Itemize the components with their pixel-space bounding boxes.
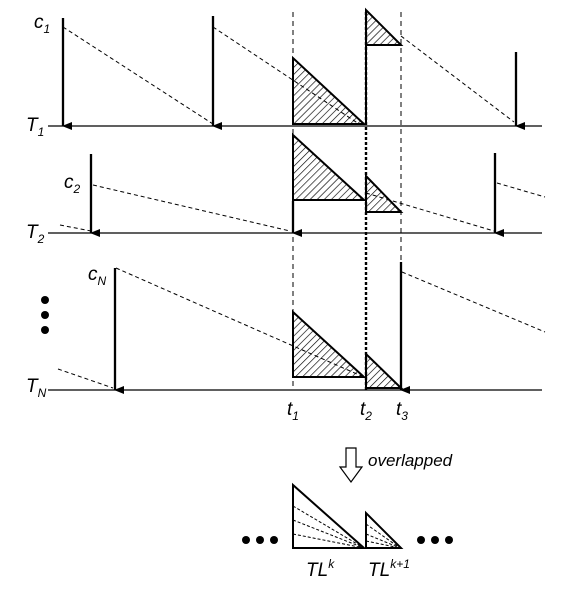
hatched-triangle	[365, 351, 404, 389]
output-triangle-k	[292, 482, 367, 549]
row-2-label: T2	[26, 222, 45, 246]
hollow-down-arrow-icon	[338, 447, 364, 484]
row-n-slot-label: cN	[88, 264, 107, 288]
row-n-triangles	[292, 309, 404, 389]
output-label-k1: TLk+1	[368, 557, 410, 581]
ellipsis-vertical-icon	[41, 296, 49, 334]
output-label-k: TLk	[306, 557, 335, 581]
hatched-triangle	[292, 309, 367, 378]
row-n-label: TN	[26, 376, 47, 400]
row-2: T2 c2	[26, 132, 546, 246]
time-label-t1: t1	[287, 399, 299, 423]
time-label-t3: t3	[396, 399, 408, 423]
hatched-triangle	[292, 132, 367, 201]
row-1-slot-label: c1	[34, 12, 50, 36]
row-2-triangles	[292, 132, 404, 213]
row-1: T1 c1	[26, 7, 542, 139]
row-1-label: T1	[26, 115, 44, 139]
row-1-decay-lines	[62, 26, 515, 125]
row-n: TN cN	[26, 262, 546, 400]
row-1-triangles	[292, 7, 404, 125]
row-2-arrows	[89, 153, 504, 237]
hatched-triangle	[292, 55, 367, 125]
overlap-caption: overlapped	[368, 451, 453, 470]
hatched-triangle	[365, 173, 404, 213]
time-label-t2: t2	[360, 399, 372, 423]
row-1-arrows	[61, 16, 525, 130]
ellipsis-right-icon	[417, 536, 453, 544]
row-n-arrows	[113, 262, 410, 394]
output-triangle-k1	[365, 510, 404, 549]
ellipsis-left-icon	[242, 536, 278, 544]
row-2-slot-label: c2	[64, 172, 81, 196]
overlapped-triangles	[292, 482, 404, 549]
hatched-triangle	[365, 7, 404, 46]
